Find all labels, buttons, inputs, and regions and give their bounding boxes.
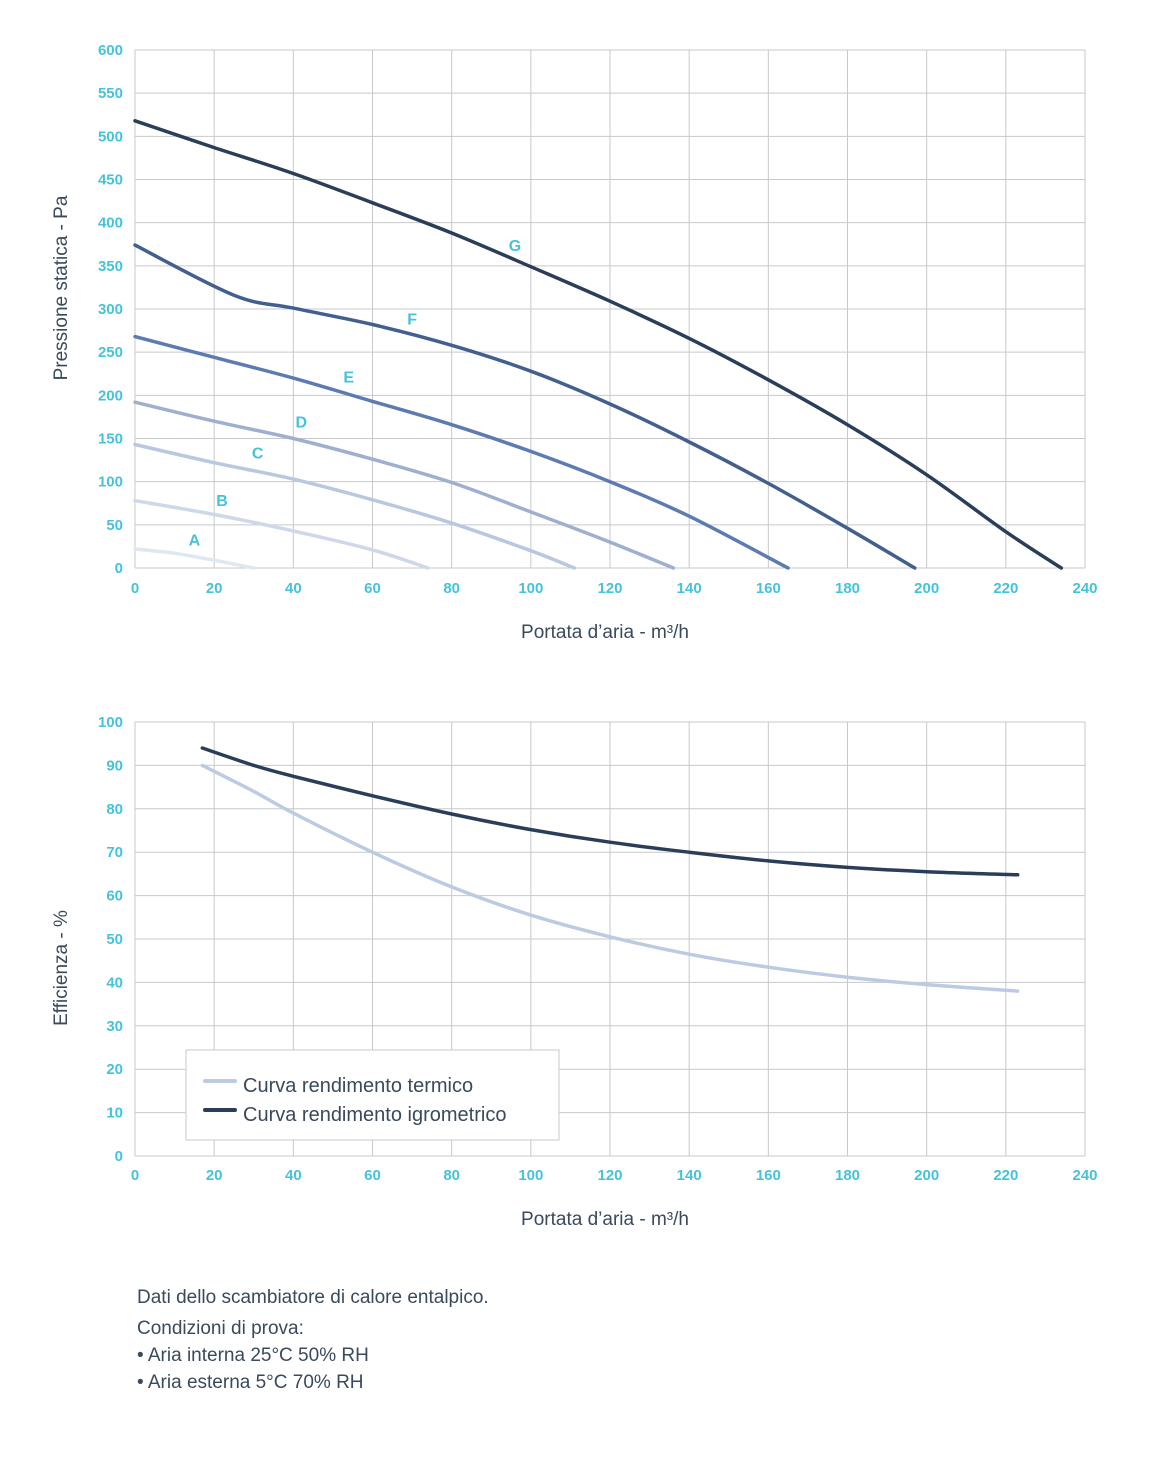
notes-condition-outdoor: • Aria esterna 5°C 70% RH — [137, 1372, 364, 1393]
efficiency-chart: 0 20 40 60 80 100 120 140 160 180 200 220 240 0 10 20 3… — [51, 714, 1098, 1230]
pressure-curves: A B C D E F G — [133, 119, 1064, 570]
pressure-y-tick-label: 500 — [98, 128, 123, 145]
legend-box — [185, 1049, 560, 1141]
efficiency-x-tick-label: 200 — [914, 1167, 939, 1184]
pressure-curve-a — [133, 547, 256, 570]
efficiency-y-axis-title: Efficienza - % — [51, 910, 72, 1026]
pressure-x-tick-label: 160 — [756, 580, 781, 597]
pressure-curve-e — [133, 334, 790, 570]
efficiency-x-axis-title: Portata d’aria - m³/h — [521, 1209, 689, 1230]
pressure-chart: A B C D E F G 0 20 40 60 80 100 120 140 160 180 200 220 24… — [51, 42, 1098, 643]
pressure-grid — [134, 49, 1086, 569]
efficiency-x-tick-label: 60 — [364, 1167, 381, 1184]
notes-conditions-heading: Condizioni di prova: — [137, 1318, 304, 1339]
efficiency-y-tick-label: 60 — [106, 888, 123, 905]
pressure-y-ticks: 0 50 100 150 200 250 300 350 400 450 500 550 600 — [98, 42, 123, 577]
efficiency-x-tick-label: 120 — [597, 1167, 622, 1184]
pressure-x-tick-label: 220 — [993, 580, 1018, 597]
efficiency-curve-curva-rendimento-termico — [200, 763, 1020, 993]
efficiency-y-tick-label: 90 — [106, 757, 123, 774]
efficiency-y-tick-label: 30 — [106, 1018, 123, 1035]
curve-label-e: E — [343, 369, 354, 386]
pressure-curve-g — [133, 119, 1064, 570]
notes-condition-indoor: • Aria interna 25°C 50% RH — [137, 1345, 369, 1366]
efficiency-y-tick-label: 10 — [106, 1105, 123, 1122]
notes-description: Dati dello scambiatore di calore entalpi… — [137, 1287, 489, 1308]
efficiency-x-tick-label: 220 — [993, 1167, 1018, 1184]
curve-label-f: F — [407, 312, 417, 329]
efficiency-x-tick-label: 80 — [443, 1167, 460, 1184]
efficiency-x-tick-label: 240 — [1072, 1167, 1097, 1184]
pressure-y-tick-label: 200 — [98, 387, 123, 404]
efficiency-x-tick-label: 100 — [518, 1167, 543, 1184]
pressure-curve-c — [133, 442, 577, 570]
pressure-y-tick-label: 550 — [98, 85, 123, 102]
efficiency-x-tick-label: 40 — [285, 1167, 302, 1184]
efficiency-legend: Curva rendimento termico Curva rendiment… — [185, 1049, 560, 1141]
pressure-x-tick-label: 180 — [835, 580, 860, 597]
pressure-x-tick-label: 140 — [677, 580, 702, 597]
efficiency-y-tick-label: 50 — [106, 931, 123, 948]
pressure-x-tick-label: 120 — [597, 580, 622, 597]
test-notes: Dati dello scambiatore di calore entalpi… — [137, 1284, 489, 1396]
pressure-x-tick-label: 240 — [1072, 580, 1097, 597]
pressure-y-tick-label: 150 — [98, 431, 123, 448]
pressure-curve-d — [133, 400, 676, 570]
efficiency-x-tick-label: 180 — [835, 1167, 860, 1184]
pressure-x-ticks: 0 20 40 60 80 100 120 140 160 180 200 220 240 — [131, 580, 1098, 597]
efficiency-x-tick-label: 20 — [206, 1167, 223, 1184]
pressure-x-tick-label: 60 — [364, 580, 381, 597]
pressure-y-tick-label: 100 — [98, 474, 123, 491]
pressure-x-tick-label: 80 — [443, 580, 460, 597]
pressure-x-tick-label: 20 — [206, 580, 223, 597]
efficiency-y-ticks: 0 10 20 30 40 50 60 70 80 90 100 — [98, 714, 123, 1165]
pressure-y-tick-label: 50 — [106, 517, 123, 534]
pressure-y-tick-label: 400 — [98, 215, 123, 232]
curve-label-d: D — [295, 414, 307, 431]
efficiency-x-tick-label: 140 — [677, 1167, 702, 1184]
pressure-y-tick-label: 0 — [115, 560, 123, 577]
curve-label-g: G — [509, 238, 521, 255]
pressure-y-tick-label: 300 — [98, 301, 123, 318]
efficiency-x-tick-label: 0 — [131, 1167, 139, 1184]
efficiency-x-tick-label: 160 — [756, 1167, 781, 1184]
pressure-x-axis-title: Portata d’aria - m³/h — [521, 622, 689, 643]
pressure-y-tick-label: 350 — [98, 258, 123, 275]
efficiency-y-tick-label: 70 — [106, 844, 123, 861]
curve-label-b: B — [216, 493, 228, 510]
efficiency-y-tick-label: 80 — [106, 801, 123, 818]
pressure-curve-b — [133, 498, 430, 570]
pressure-x-tick-label: 200 — [914, 580, 939, 597]
efficiency-y-tick-label: 20 — [106, 1061, 123, 1078]
efficiency-y-tick-label: 0 — [115, 1148, 123, 1165]
pressure-x-tick-label: 0 — [131, 580, 139, 597]
pressure-y-tick-label: 600 — [98, 42, 123, 59]
pressure-y-tick-label: 250 — [98, 344, 123, 361]
efficiency-y-tick-label: 100 — [98, 714, 123, 731]
pressure-x-tick-label: 100 — [518, 580, 543, 597]
curve-label-c: C — [252, 445, 264, 462]
efficiency-curve-curva-rendimento-igrometrico — [200, 746, 1020, 877]
pressure-x-tick-label: 40 — [285, 580, 302, 597]
efficiency-y-tick-label: 40 — [106, 974, 123, 991]
curve-label-a: A — [189, 533, 201, 550]
pressure-y-tick-label: 450 — [98, 172, 123, 189]
efficiency-curves — [200, 746, 1020, 993]
efficiency-x-ticks: 0 20 40 60 80 100 120 140 160 180 200 220 240 — [131, 1167, 1098, 1184]
legend-label-termico: Curva rendimento termico — [243, 1075, 473, 1097]
legend-label-igrometrico: Curva rendimento igrometrico — [243, 1104, 506, 1126]
pressure-curve-f — [133, 243, 917, 570]
pressure-y-axis-title: Pressione statica - Pa — [51, 195, 72, 380]
